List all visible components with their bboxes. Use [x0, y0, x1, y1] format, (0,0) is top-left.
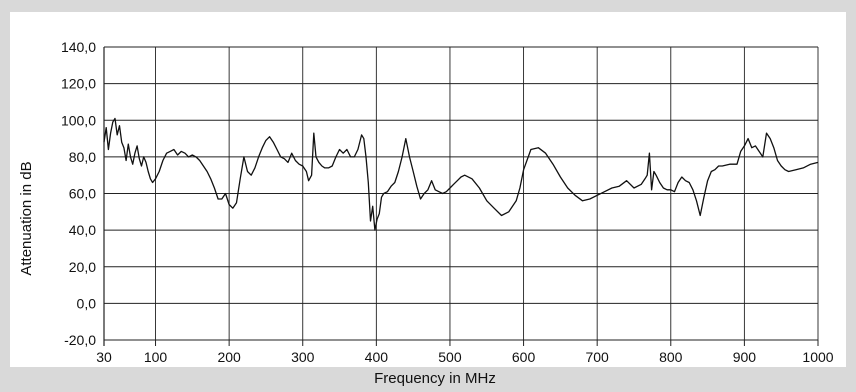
y-tick-label: 60,0 [69, 186, 96, 202]
y-axis-title: Attenuation in dB [18, 161, 35, 275]
y-tick-label: 0,0 [77, 295, 97, 311]
x-tick-label: 200 [217, 349, 241, 365]
x-tick-label: 30 [96, 349, 112, 365]
grid [103, 46, 819, 346]
x-tick-label: 300 [291, 349, 315, 365]
x-tick-label: 700 [585, 349, 609, 365]
x-tick-label: 900 [733, 349, 757, 365]
attenuation-series-line [103, 117, 819, 231]
x-axis-title: Frequency in MHz [374, 370, 496, 387]
y-tick-label: 120,0 [61, 76, 96, 92]
y-tick-label: 40,0 [69, 222, 96, 238]
x-tick-label: 100 [144, 349, 168, 365]
y-tick-label: 140,0 [61, 39, 96, 55]
x-tick-label: 1000 [802, 349, 833, 365]
y-tick-labels: -20,0 0,0 20,0 40,0 60,0 80,0 100,0 120,0 140,0 [61, 39, 96, 348]
x-tick-label: 400 [365, 349, 389, 365]
y-tick-label: -20,0 [64, 332, 96, 348]
x-tick-label: 800 [659, 349, 683, 365]
x-tick-label: 500 [438, 349, 462, 365]
x-tick-label: 600 [512, 349, 536, 365]
x-tick-labels: 30 100 200 300 400 500 600 700 800 900 1000 [96, 349, 834, 365]
y-tick-label: 20,0 [69, 259, 96, 275]
y-tick-label: 80,0 [69, 149, 96, 165]
y-tick-label: 100,0 [61, 112, 96, 128]
